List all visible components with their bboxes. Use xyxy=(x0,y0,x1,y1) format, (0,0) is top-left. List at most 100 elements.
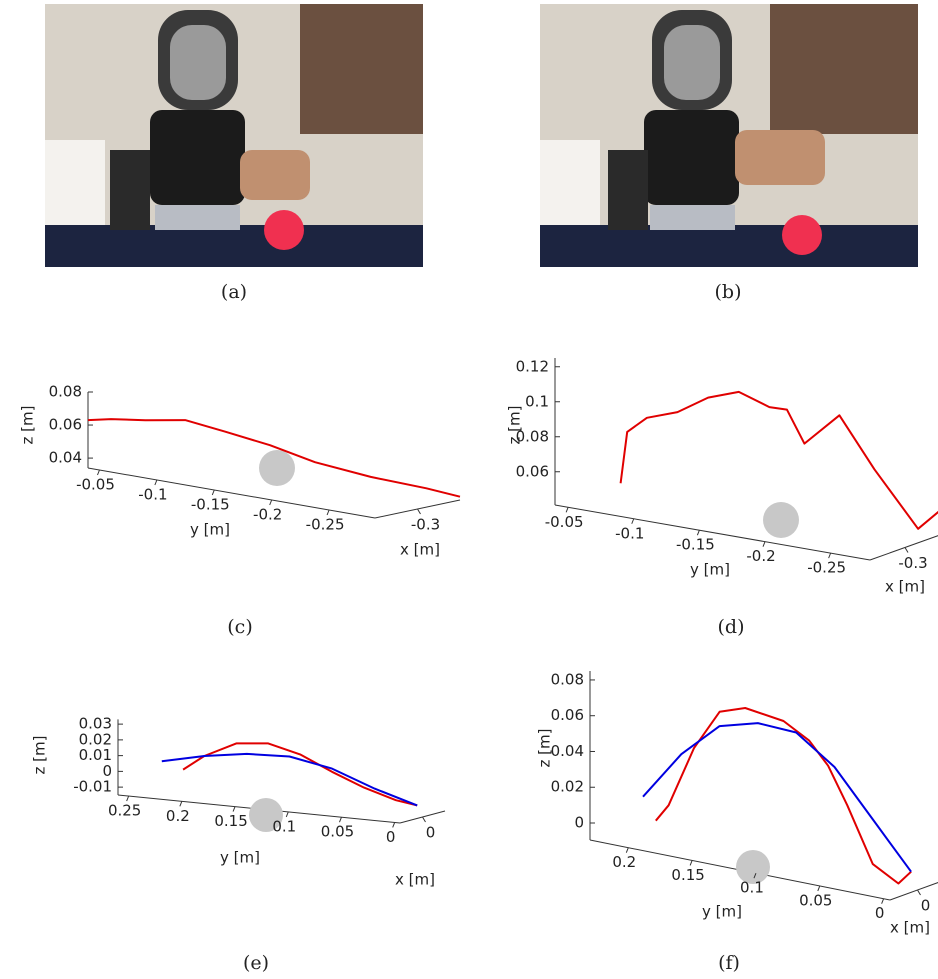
y-tick-label: 0.05 xyxy=(799,891,832,909)
ball xyxy=(259,450,295,486)
y-tick-label: 0 xyxy=(386,828,396,846)
y-tick-label: -0.2 xyxy=(253,506,282,524)
y-tick-label: -0.25 xyxy=(306,516,345,534)
z-axis-label: z [m] xyxy=(536,729,554,768)
y-tick xyxy=(881,898,885,904)
x-axis-label: x [m] xyxy=(885,578,925,596)
y-tick xyxy=(269,499,273,506)
x-tick xyxy=(904,547,909,553)
y-tick xyxy=(753,873,757,879)
y-tick-label: 0.05 xyxy=(321,823,354,841)
y-tick xyxy=(696,530,700,536)
z-tick-label: 0 xyxy=(574,814,584,832)
y-tick-label: -0.25 xyxy=(807,559,846,577)
y-tick-label: -0.2 xyxy=(746,547,775,565)
y-tick-label: 0.15 xyxy=(671,866,704,884)
trajectory xyxy=(642,722,912,873)
y-tick xyxy=(625,847,629,853)
photo-b xyxy=(540,4,918,267)
y-tick-label: -0.1 xyxy=(138,486,167,504)
y-tick xyxy=(285,811,289,818)
y-tick-label: 0.1 xyxy=(740,879,764,897)
y-tick-label: 0.2 xyxy=(166,807,190,825)
z-tick-label: 0.08 xyxy=(516,427,549,445)
y-tick xyxy=(689,860,693,866)
y-tick-label: 0 xyxy=(875,904,885,922)
y-tick xyxy=(126,795,130,802)
z-tick-label: 0.1 xyxy=(525,392,549,410)
ball xyxy=(249,798,283,832)
x-tick-label: 0 xyxy=(921,897,931,915)
z-tick-label: 0.12 xyxy=(516,357,549,375)
axis-line xyxy=(554,504,871,561)
x-tick-label: -0.3 xyxy=(898,554,927,572)
z-tick-label: 0.01 xyxy=(79,746,112,764)
z-axis-label: z [m] xyxy=(19,406,37,445)
z-tick-label: 0.08 xyxy=(551,670,584,688)
trajectory xyxy=(655,707,912,885)
y-axis-label: y [m] xyxy=(190,521,230,539)
caption: (e) xyxy=(243,952,269,974)
y-tick xyxy=(762,541,766,547)
x-tick xyxy=(422,816,426,823)
trajectory xyxy=(161,752,418,807)
x-tick xyxy=(917,889,921,896)
caption: (f) xyxy=(718,952,740,974)
z-axis-label: z [m] xyxy=(31,736,49,775)
z-tick-label: 0.08 xyxy=(49,383,82,401)
z-tick-label: 0.06 xyxy=(551,706,584,724)
y-tick xyxy=(326,509,330,516)
caption: (d) xyxy=(718,616,745,638)
y-tick xyxy=(631,518,635,524)
y-axis-label: y [m] xyxy=(702,903,742,921)
z-axis-label: z [m] xyxy=(506,406,524,445)
x-tick xyxy=(417,508,421,515)
y-tick-label: -0.15 xyxy=(191,496,230,514)
y-axis-label: y [m] xyxy=(690,561,730,579)
y-tick-label: 0.1 xyxy=(272,817,296,835)
y-tick xyxy=(232,806,236,812)
y-tick-label: 0.15 xyxy=(214,812,247,830)
trajectory xyxy=(182,742,418,807)
z-tick-label: 0.03 xyxy=(79,715,112,733)
caption: (a) xyxy=(221,281,247,303)
y-tick xyxy=(392,822,396,828)
caption: (c) xyxy=(227,616,252,638)
y-tick xyxy=(179,801,183,807)
trajectory xyxy=(87,418,461,498)
y-tick xyxy=(565,507,569,513)
y-tick xyxy=(154,479,158,486)
y-tick-label: 0.25 xyxy=(108,802,141,820)
z-tick-label: 0.02 xyxy=(551,778,584,796)
y-tick xyxy=(828,552,832,559)
x-tick-label: -0.3 xyxy=(411,516,440,534)
z-tick-label: 0.02 xyxy=(79,730,112,748)
y-tick-label: -0.1 xyxy=(615,524,644,542)
y-tick xyxy=(211,489,215,496)
z-tick-label: 0.06 xyxy=(516,462,549,480)
y-tick xyxy=(339,817,342,823)
y-tick-label: 0.2 xyxy=(612,853,636,871)
x-axis-label: x [m] xyxy=(400,541,440,559)
caption: (b) xyxy=(715,281,742,303)
ball xyxy=(763,502,799,538)
y-tick-label: -0.15 xyxy=(676,536,715,554)
axis-line xyxy=(87,467,376,519)
z-tick-label: 0 xyxy=(102,762,112,780)
x-axis-label: x [m] xyxy=(395,871,435,889)
y-tick-label: -0.05 xyxy=(545,513,584,531)
z-tick-label: 0.06 xyxy=(49,416,82,434)
x-tick-label: 0 xyxy=(426,824,436,842)
y-tick xyxy=(817,885,821,892)
x-axis-label: x [m] xyxy=(890,919,930,937)
y-tick xyxy=(97,469,100,476)
z-tick-label: 0.04 xyxy=(551,742,584,760)
trajectory xyxy=(619,390,938,530)
ball xyxy=(736,850,770,884)
y-axis-label: y [m] xyxy=(220,849,260,867)
z-tick-label: -0.01 xyxy=(73,778,112,796)
z-tick-label: 0.04 xyxy=(49,449,82,467)
y-tick-label: -0.05 xyxy=(76,476,115,494)
